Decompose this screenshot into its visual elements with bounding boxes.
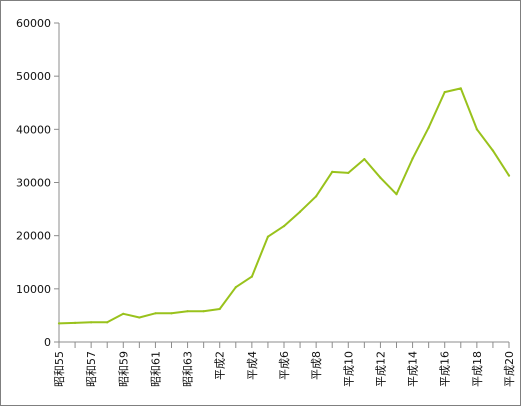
data-point [122,312,125,315]
x-tick-label: 平成20 [503,351,516,387]
x-tick-label: 平成18 [471,351,484,387]
x-tick-label: 昭和59 [117,351,130,387]
data-point [507,174,511,177]
data-point [57,322,61,325]
data-point [282,224,286,228]
x-tick-label: 昭和61 [149,351,162,387]
data-point [170,312,173,315]
data-point [106,321,109,324]
data-point [379,176,382,179]
x-tick-label: 平成14 [407,351,420,387]
x-tick-label: 平成8 [310,351,323,380]
x-tick-label: 昭和57 [85,351,98,387]
y-tick-label: 50000 [16,70,51,83]
data-point [443,91,446,94]
data-point [331,170,334,173]
data-point [427,126,430,129]
data-point [234,286,237,289]
x-tick-label: 平成4 [246,351,259,380]
data-point [73,321,77,324]
data-point [154,312,157,315]
x-tick-label: 平成2 [214,351,227,380]
x-tick-label: 昭和55 [53,351,66,387]
data-point [90,321,93,324]
data-point [395,193,398,196]
y-tick-label: 10000 [16,283,51,296]
data-point [298,210,302,213]
x-tick-label: 平成16 [439,351,452,387]
data-point [411,157,414,160]
data-point [250,275,253,278]
y-tick-label: 60000 [16,17,51,30]
y-tick-label: 20000 [16,230,51,243]
x-tick-label: 昭和63 [182,351,195,387]
data-point [459,87,462,90]
y-tick-label: 0 [44,336,51,349]
data-point [475,128,478,131]
y-tick-label: 30000 [16,177,51,190]
data-point [218,307,221,311]
data-point [138,316,141,319]
series-line [58,87,510,325]
data-point [315,195,318,198]
y-tick-label: 40000 [16,123,51,136]
data-point [266,235,270,238]
x-tick-label: 平成10 [342,351,355,387]
data-point [202,310,205,313]
data-point [491,149,495,152]
data-point [186,310,189,313]
x-tick-label: 平成6 [278,351,291,380]
data-point [363,158,366,161]
data-point [347,171,350,175]
x-tick-label: 平成12 [374,351,387,387]
